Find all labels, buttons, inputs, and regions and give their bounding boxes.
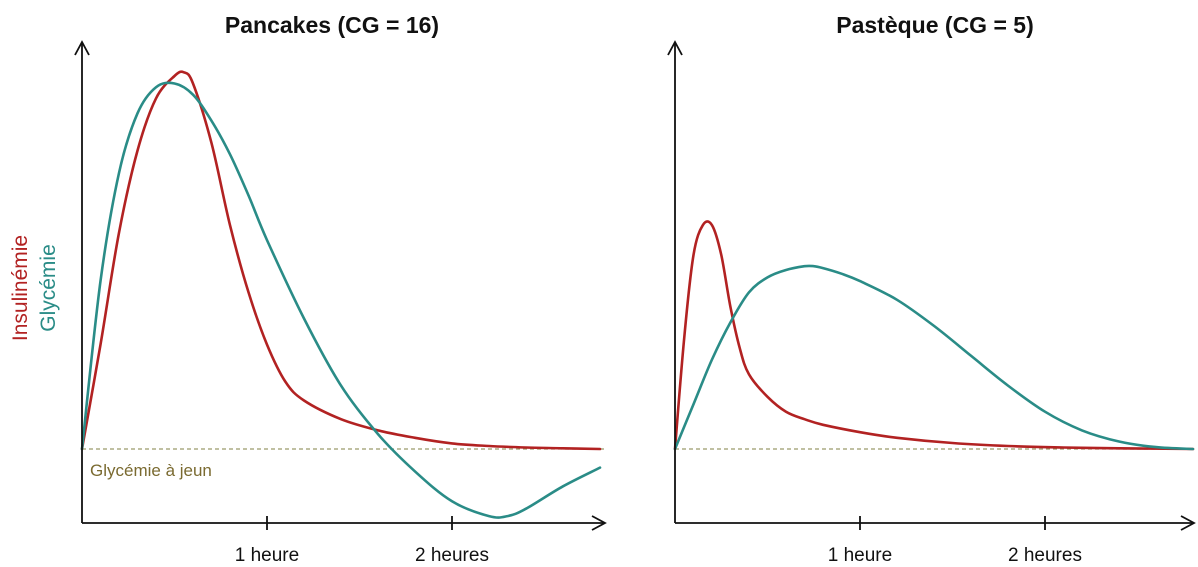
chart-panel-pancakes: Pancakes (CG = 16) 1 heure 2 heures Glycémi…: [74, 12, 607, 566]
y-axis-arrow: [74, 40, 90, 56]
x-tick-label: 1 heure: [828, 545, 892, 566]
y-axis-arrow: [667, 40, 683, 56]
x-tick-label: 1 heure: [235, 545, 299, 566]
baseline-label: Glycémie à jeun: [90, 461, 212, 480]
chart-title: Pancakes (CG = 16): [225, 12, 439, 38]
x-axis-arrow: [1180, 515, 1196, 531]
insulin-curve: [673, 220, 1195, 451]
chart-title: Pastèque (CG = 5): [836, 12, 1033, 38]
y-axis-label-insulin: Insulinémie: [9, 235, 32, 341]
y-axis-labels: Insulinémie Glycémie: [9, 235, 60, 341]
chart-panel-pasteque: Pastèque (CG = 5) 1 heure 2 heures: [667, 12, 1196, 566]
glucose-curve: [80, 81, 602, 519]
x-tick-label: 2 heures: [415, 545, 489, 566]
x-tick-label: 2 heures: [1008, 545, 1082, 566]
x-axis-arrow: [591, 515, 607, 531]
y-axis-label-glucose: Glycémie: [37, 244, 60, 332]
insulin-curve: [80, 70, 602, 451]
glucose-curve: [673, 264, 1195, 451]
